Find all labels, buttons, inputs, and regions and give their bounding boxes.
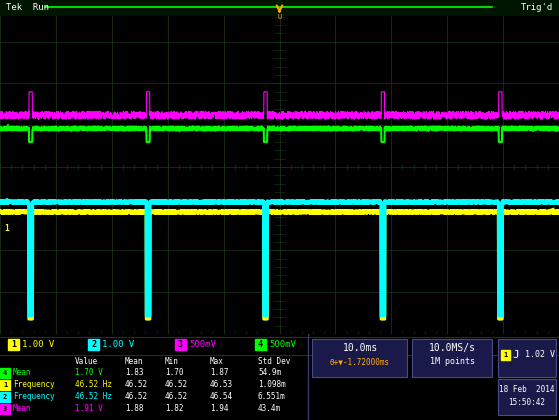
Bar <box>498 379 556 415</box>
Bar <box>498 339 556 377</box>
Bar <box>0 368 10 378</box>
Bar <box>88 339 99 350</box>
Text: 1.098m: 1.098m <box>258 381 286 389</box>
Text: Mean: Mean <box>125 357 144 366</box>
Text: 1.87: 1.87 <box>210 368 229 378</box>
Bar <box>175 339 186 350</box>
Text: Mean: Mean <box>13 404 31 413</box>
Text: 1.91 V: 1.91 V <box>75 404 103 413</box>
Text: 6.551m: 6.551m <box>258 392 286 402</box>
Text: 2: 2 <box>4 197 9 207</box>
Text: Trig'd: Trig'd <box>521 3 553 12</box>
Bar <box>0 0 559 15</box>
Bar <box>501 350 510 360</box>
Text: 46.52: 46.52 <box>125 392 148 402</box>
Text: 10.0ms: 10.0ms <box>342 343 378 353</box>
Text: 1.02 V: 1.02 V <box>525 350 555 360</box>
Text: 46.52 Hz: 46.52 Hz <box>75 392 112 402</box>
Text: 1: 1 <box>503 352 507 358</box>
Text: Mean: Mean <box>13 368 31 378</box>
Text: 54.9m: 54.9m <box>258 368 281 378</box>
Text: 1.83: 1.83 <box>125 368 144 378</box>
Text: 1: 1 <box>11 341 16 349</box>
Text: Frequency: Frequency <box>13 392 55 402</box>
Text: ◄: ◄ <box>549 206 555 212</box>
Bar <box>412 339 492 377</box>
Text: 1.88: 1.88 <box>125 404 144 413</box>
Text: 3: 3 <box>3 406 7 412</box>
Text: 10.0MS/s: 10.0MS/s <box>429 343 476 353</box>
Bar <box>312 339 407 377</box>
Text: 500mV: 500mV <box>269 341 296 349</box>
Text: 18 Feb  2014: 18 Feb 2014 <box>499 386 555 394</box>
Text: 1.00 V: 1.00 V <box>102 341 134 349</box>
Bar <box>8 339 19 350</box>
Text: 46.54: 46.54 <box>210 392 233 402</box>
Text: 1M points: 1M points <box>429 357 475 366</box>
Bar <box>0 392 10 402</box>
Text: 2: 2 <box>3 394 7 400</box>
Text: Min: Min <box>165 357 179 366</box>
Text: Frequency: Frequency <box>13 381 55 389</box>
Text: 46.52: 46.52 <box>165 381 188 389</box>
Text: 4: 4 <box>3 370 7 376</box>
Text: 2: 2 <box>91 341 96 349</box>
Text: 46.52: 46.52 <box>165 392 188 402</box>
Text: 500mV: 500mV <box>189 341 216 349</box>
Text: 1.70: 1.70 <box>165 368 183 378</box>
Text: 1.82: 1.82 <box>165 404 183 413</box>
Bar <box>0 380 10 390</box>
Text: 4: 4 <box>4 124 9 133</box>
Text: Max: Max <box>210 357 224 366</box>
Text: 46.52: 46.52 <box>125 381 148 389</box>
Text: 1: 1 <box>3 382 7 388</box>
Text: Value: Value <box>75 357 98 366</box>
Text: 46.52 Hz: 46.52 Hz <box>75 381 112 389</box>
Text: Std Dev: Std Dev <box>258 357 290 366</box>
Text: 3: 3 <box>178 341 183 349</box>
Text: 1.70 V: 1.70 V <box>75 368 103 378</box>
Text: 4: 4 <box>258 341 263 349</box>
Text: 15:50:42: 15:50:42 <box>509 399 546 407</box>
Text: 1.94: 1.94 <box>210 404 229 413</box>
Text: Θ+▼-1.72000ms: Θ+▼-1.72000ms <box>330 357 390 366</box>
Text: 43.4m: 43.4m <box>258 404 281 413</box>
Text: J: J <box>513 350 519 360</box>
Text: 1.00 V: 1.00 V <box>22 341 54 349</box>
Bar <box>255 339 266 350</box>
Bar <box>0 404 10 414</box>
Text: 46.53: 46.53 <box>210 381 233 389</box>
Text: Tek  Run: Tek Run <box>6 3 49 12</box>
Text: 1: 1 <box>4 224 9 233</box>
Text: U: U <box>277 14 282 20</box>
